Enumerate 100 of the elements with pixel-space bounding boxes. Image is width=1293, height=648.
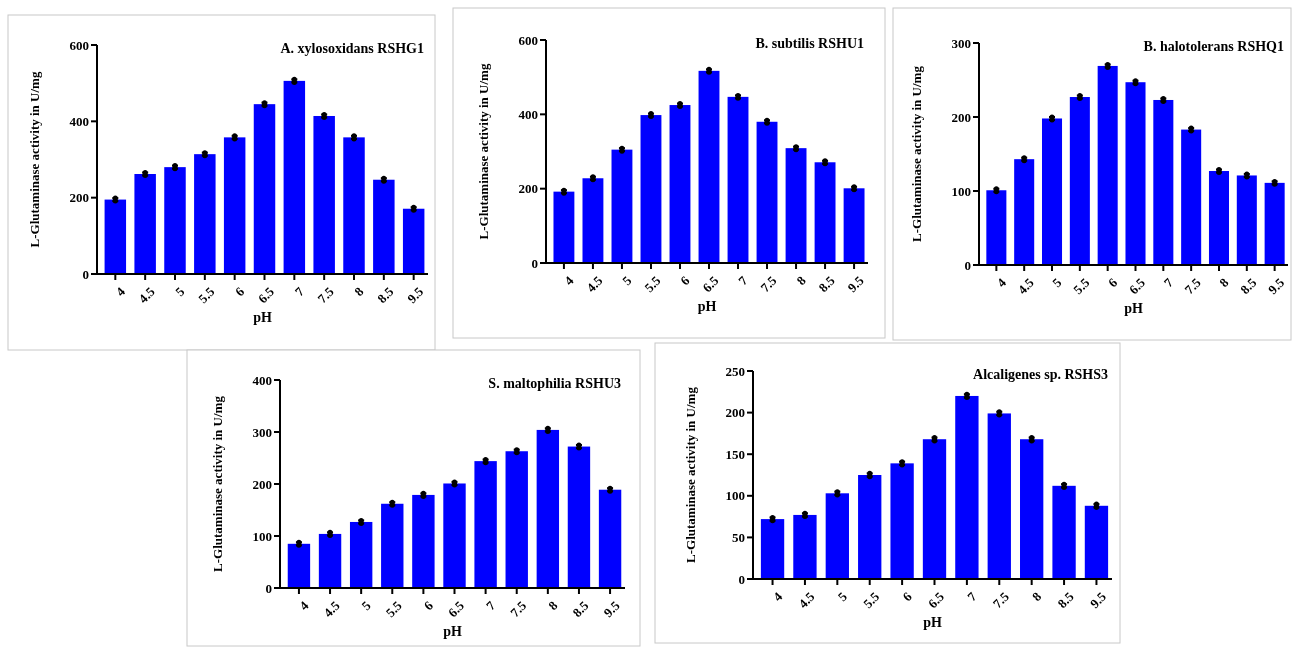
- bar: [1181, 129, 1202, 265]
- bar: [1084, 505, 1109, 579]
- y-tick-label: 0: [265, 580, 272, 596]
- x-tick-label: 9.5: [404, 283, 427, 307]
- bar: [858, 475, 882, 579]
- bar: [287, 543, 311, 588]
- bar: [474, 461, 497, 588]
- bar: [283, 80, 306, 274]
- y-tick-label: 400: [69, 113, 89, 129]
- chart-title: B. halotolerans RSHQ1: [1143, 39, 1284, 54]
- bar: [611, 149, 633, 263]
- x-tick-label: 6.5: [254, 283, 278, 307]
- x-tick-label: 8.5: [1054, 588, 1077, 612]
- x-tick-label: 9.5: [1265, 274, 1288, 298]
- chart-title: B. subtilis RSHU1: [755, 36, 864, 51]
- bar: [986, 190, 1007, 265]
- bar: [373, 179, 395, 274]
- x-tick-label: 8.5: [374, 283, 397, 307]
- y-tick-label: 600: [518, 32, 538, 48]
- x-tick-label: 4.5: [320, 597, 343, 621]
- y-tick-label: 0: [964, 257, 971, 273]
- bar: [669, 105, 691, 263]
- x-tick-label: 7.5: [314, 283, 338, 307]
- y-axis-title: L-Glutaminase activity in U/mg: [210, 395, 225, 572]
- chart-title: Alcaligenes sp. RSHS3: [973, 367, 1108, 382]
- bar: [349, 521, 373, 588]
- x-tick-label: 8: [1029, 588, 1045, 605]
- bar: [536, 429, 560, 588]
- bar: [1264, 182, 1285, 265]
- bar: [1069, 97, 1090, 265]
- y-tick-label: 150: [725, 446, 745, 462]
- bar: [760, 519, 785, 579]
- bar: [955, 395, 979, 579]
- y-axis-title: L-Glutaminase activity in U/mg: [909, 65, 924, 242]
- bar: [318, 533, 342, 588]
- bar: [1153, 99, 1174, 265]
- y-tick-label: 300: [951, 35, 971, 51]
- y-axis-title: L-Glutaminase activity in U/mg: [476, 63, 491, 240]
- x-axis-title: pH: [1124, 301, 1143, 316]
- x-tick-label: 8: [351, 283, 367, 300]
- bar: [223, 137, 246, 274]
- x-tick-label: 7.5: [1181, 274, 1205, 298]
- x-tick-label: 7: [482, 597, 499, 614]
- bar: [194, 154, 216, 274]
- bar: [164, 167, 186, 274]
- bar: [582, 178, 604, 263]
- bar: [922, 439, 947, 579]
- x-tick-label: 4.5: [135, 283, 159, 307]
- x-tick-label: 5: [834, 588, 851, 605]
- x-tick-label: 8.5: [1237, 274, 1260, 298]
- x-tick-label: 5: [358, 597, 375, 614]
- bar: [1125, 82, 1146, 265]
- x-tick-label: 7: [735, 272, 751, 289]
- x-tick-label: 4: [296, 597, 312, 614]
- x-axis-title: pH: [697, 299, 717, 314]
- x-tick-label: 5: [619, 272, 635, 289]
- chart-title: A. xylosoxidans RSHG1: [280, 41, 424, 56]
- y-tick-label: 100: [951, 183, 971, 199]
- x-tick-label: 7.5: [989, 588, 1013, 612]
- x-tick-label: 8: [1216, 274, 1232, 291]
- x-tick-label: 7: [1160, 274, 1177, 291]
- bar: [843, 188, 865, 263]
- x-tick-label: 5.5: [195, 283, 218, 307]
- y-tick-label: 50: [732, 529, 745, 545]
- y-tick-label: 400: [252, 372, 272, 388]
- x-tick-label: 4: [769, 588, 786, 605]
- bar: [1236, 175, 1257, 265]
- x-tick-label: 5.5: [382, 597, 406, 621]
- x-tick-label: 6.5: [1125, 274, 1149, 298]
- x-axis-title: pH: [253, 310, 272, 325]
- bar: [412, 494, 435, 588]
- bar: [756, 121, 778, 263]
- x-tick-label: 4.5: [1014, 274, 1038, 298]
- y-tick-label: 600: [69, 37, 89, 53]
- bar: [253, 104, 276, 274]
- bar: [553, 191, 575, 263]
- bar: [505, 451, 528, 588]
- x-tick-label: 7: [291, 283, 308, 300]
- y-axis-title: L-Glutaminase activity in U/mg: [27, 71, 42, 248]
- bar: [104, 199, 127, 274]
- x-tick-label: 7.5: [757, 272, 780, 296]
- x-tick-label: 6.5: [924, 588, 948, 612]
- y-tick-label: 0: [82, 266, 89, 282]
- y-tick-label: 100: [725, 488, 745, 504]
- y-tick-label: 0: [738, 571, 745, 587]
- bar: [640, 115, 662, 263]
- bar: [987, 413, 1011, 579]
- x-tick-label: 9.5: [600, 597, 623, 621]
- x-tick-label: 6: [899, 588, 916, 605]
- x-tick-label: 7.5: [507, 597, 530, 621]
- bar: [443, 483, 466, 588]
- y-tick-label: 300: [252, 424, 272, 440]
- bar: [402, 208, 425, 274]
- x-tick-label: 8.5: [569, 597, 592, 621]
- bar: [793, 514, 817, 579]
- x-tick-label: 4.5: [583, 272, 606, 296]
- y-tick-label: 200: [725, 405, 745, 421]
- y-tick-label: 200: [69, 190, 89, 206]
- bar: [1042, 118, 1063, 265]
- x-axis-title: pH: [923, 615, 942, 630]
